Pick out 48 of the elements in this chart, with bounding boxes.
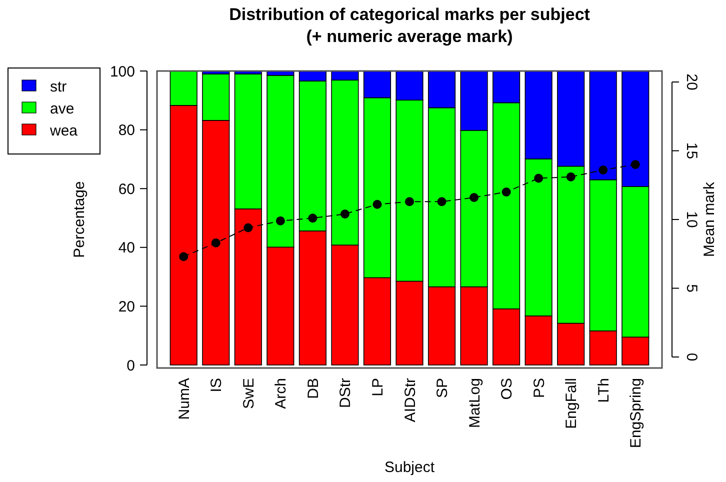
x-tick-label: DStr (337, 378, 354, 408)
y-tick-label: 100 (110, 63, 135, 80)
y-axis-title: Percentage (71, 181, 88, 258)
y2-axis-title: Mean mark (701, 181, 718, 258)
x-tick-label: EngFall (563, 378, 580, 429)
y2-tick-label: 5 (683, 284, 700, 292)
legend-label: str (50, 78, 67, 96)
x-tick-label: EngSpring (628, 378, 645, 448)
point (470, 193, 479, 202)
point (211, 238, 220, 248)
point (630, 160, 640, 169)
point (179, 252, 188, 262)
x-tick-label: AIDStr (402, 378, 419, 422)
legend-label: wea (49, 122, 78, 140)
y2-tick-label: 20 (683, 74, 700, 90)
y-tick-label: 20 (118, 298, 135, 316)
y-tick-label: 80 (118, 122, 135, 140)
x-tick-label: NumA (176, 378, 193, 420)
x-tick-label: LP (369, 378, 386, 396)
point (372, 200, 382, 209)
y-tick-label: 60 (118, 180, 135, 198)
point (244, 223, 253, 232)
point (276, 216, 285, 226)
x-axis-title: Subject (384, 459, 436, 476)
point (437, 197, 446, 206)
point (566, 172, 576, 182)
point (598, 166, 608, 174)
y2-tick-label: 10 (683, 211, 700, 228)
x-tick-label: PS (530, 378, 548, 398)
chart-title: Distribution of categorical marks per subject (+ numeric average mark) (229, 5, 590, 46)
y2-tick-label: 15 (683, 142, 700, 160)
x-tick-label: MatLog (466, 378, 484, 428)
x-tick-label: DB (304, 378, 322, 399)
y-tick-label: 0 (126, 357, 135, 374)
point (502, 188, 511, 196)
point (308, 214, 318, 223)
point (534, 174, 544, 183)
y-tick-label: 40 (118, 240, 135, 257)
point (340, 210, 350, 218)
x-tick-label: OS (498, 378, 516, 400)
x-tick-label: SP (434, 378, 452, 398)
y2-tick-label: 0 (683, 352, 700, 362)
x-tick-label: Arch (272, 378, 290, 409)
legend-label: ave (50, 100, 74, 118)
x-tick-label: LTh (595, 378, 612, 403)
point (405, 197, 414, 206)
x-tick-label: SwE (240, 378, 258, 409)
x-tick-label: IS (208, 378, 226, 392)
